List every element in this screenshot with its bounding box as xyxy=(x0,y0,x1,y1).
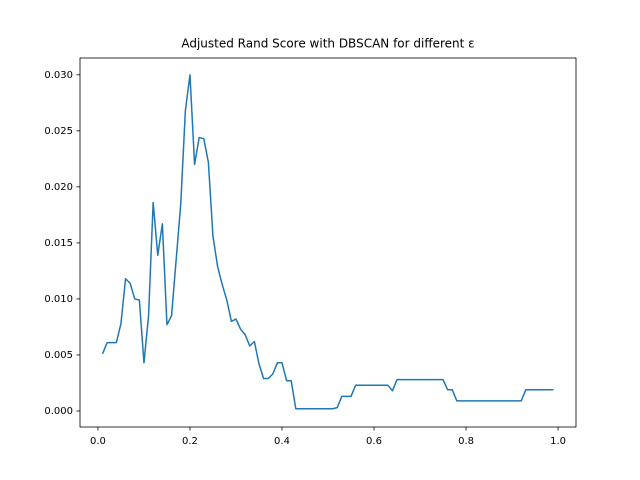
y-tick-label: 0.010 xyxy=(44,294,73,305)
x-tick-label: 0.2 xyxy=(182,436,198,447)
y-tick-label: 0.000 xyxy=(44,406,73,417)
x-tick-label: 0.8 xyxy=(458,436,474,447)
y-tick-label: 0.005 xyxy=(44,350,73,361)
x-tick-label: 0.0 xyxy=(90,436,106,447)
data-line xyxy=(101,74,554,410)
y-tick-label: 0.020 xyxy=(44,182,73,193)
y-tick-label: 0.015 xyxy=(44,238,73,249)
x-tick-label: 1.0 xyxy=(550,436,566,447)
chart-title: Adjusted Rand Score with DBSCAN for diff… xyxy=(181,37,474,51)
x-tick-label: 0.4 xyxy=(274,436,290,447)
plot-frame xyxy=(79,57,577,428)
y-tick-label: 0.030 xyxy=(44,70,73,81)
x-tick-label: 0.6 xyxy=(366,436,382,447)
y-tick-label: 0.025 xyxy=(44,126,73,137)
